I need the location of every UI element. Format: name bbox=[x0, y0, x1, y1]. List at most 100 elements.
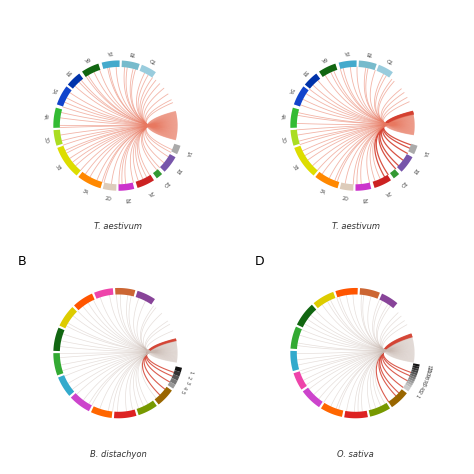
Polygon shape bbox=[376, 65, 393, 78]
Polygon shape bbox=[410, 371, 418, 375]
Polygon shape bbox=[74, 293, 95, 310]
Polygon shape bbox=[53, 353, 64, 375]
Text: D: D bbox=[255, 255, 264, 268]
Text: B. distachyon: B. distachyon bbox=[90, 449, 147, 458]
Text: 1D: 1D bbox=[398, 179, 407, 187]
Text: 3A: 3A bbox=[318, 188, 326, 195]
Polygon shape bbox=[160, 154, 175, 172]
Text: 2: 2 bbox=[186, 375, 191, 380]
Polygon shape bbox=[171, 144, 181, 154]
Text: 5A: 5A bbox=[49, 87, 56, 95]
Polygon shape bbox=[101, 61, 119, 69]
Text: 1B: 1B bbox=[174, 166, 182, 174]
Text: O. sativa: O. sativa bbox=[337, 449, 374, 458]
Text: 2D: 2D bbox=[104, 196, 112, 202]
Polygon shape bbox=[291, 351, 299, 371]
Text: 3D: 3D bbox=[280, 136, 286, 144]
Text: 1B: 1B bbox=[411, 166, 419, 174]
Text: 3D: 3D bbox=[43, 136, 49, 144]
Polygon shape bbox=[405, 383, 412, 388]
Polygon shape bbox=[118, 182, 134, 191]
Polygon shape bbox=[388, 389, 407, 407]
Polygon shape bbox=[297, 305, 316, 328]
Text: T. aestivum: T. aestivum bbox=[331, 222, 380, 231]
Text: 3: 3 bbox=[184, 380, 190, 384]
Polygon shape bbox=[315, 172, 339, 188]
Text: B: B bbox=[18, 255, 26, 268]
Text: 5: 5 bbox=[420, 382, 426, 387]
Text: 7B: 7B bbox=[129, 50, 137, 56]
Polygon shape bbox=[68, 73, 83, 89]
Text: 5B: 5B bbox=[63, 68, 71, 76]
Polygon shape bbox=[408, 377, 415, 382]
Polygon shape bbox=[340, 182, 354, 191]
Text: 11: 11 bbox=[425, 366, 431, 374]
Polygon shape bbox=[54, 328, 64, 351]
Polygon shape bbox=[303, 388, 323, 407]
Polygon shape bbox=[406, 381, 413, 386]
Text: 2B: 2B bbox=[361, 197, 368, 202]
Polygon shape bbox=[373, 175, 391, 188]
Text: 3B: 3B bbox=[291, 164, 299, 173]
Text: 5: 5 bbox=[179, 389, 185, 394]
Polygon shape bbox=[59, 307, 77, 328]
Polygon shape bbox=[136, 291, 155, 304]
Polygon shape bbox=[172, 374, 179, 381]
Polygon shape bbox=[358, 61, 377, 70]
Text: 5A: 5A bbox=[286, 87, 293, 95]
Text: 2D: 2D bbox=[341, 196, 349, 202]
Text: 10: 10 bbox=[424, 369, 430, 376]
Polygon shape bbox=[390, 169, 399, 178]
Polygon shape bbox=[137, 401, 157, 415]
Text: 4A: 4A bbox=[279, 113, 284, 120]
Text: 7A: 7A bbox=[106, 49, 113, 55]
Polygon shape bbox=[139, 65, 156, 78]
Text: 7D: 7D bbox=[149, 56, 157, 64]
Text: 8: 8 bbox=[423, 375, 428, 380]
Polygon shape bbox=[115, 288, 136, 296]
Text: 1D: 1D bbox=[161, 179, 170, 187]
Text: 1A: 1A bbox=[184, 149, 191, 157]
Polygon shape bbox=[294, 86, 309, 107]
Polygon shape bbox=[403, 384, 411, 392]
Polygon shape bbox=[294, 146, 318, 175]
Text: 6A: 6A bbox=[319, 55, 327, 63]
Text: 3B: 3B bbox=[54, 164, 62, 173]
Text: 7B: 7B bbox=[366, 50, 374, 56]
Polygon shape bbox=[319, 64, 337, 77]
Polygon shape bbox=[291, 108, 299, 128]
Polygon shape bbox=[103, 182, 117, 191]
Polygon shape bbox=[57, 146, 81, 175]
Text: 2: 2 bbox=[416, 389, 422, 394]
Text: T. aestivum: T. aestivum bbox=[94, 222, 143, 231]
Polygon shape bbox=[360, 288, 380, 299]
Polygon shape bbox=[408, 144, 418, 154]
Polygon shape bbox=[82, 64, 100, 77]
Text: 7D: 7D bbox=[386, 56, 394, 64]
Text: 3A: 3A bbox=[81, 188, 89, 195]
Polygon shape bbox=[338, 61, 356, 69]
Polygon shape bbox=[54, 130, 63, 146]
Polygon shape bbox=[168, 382, 175, 389]
Polygon shape bbox=[291, 130, 300, 146]
Polygon shape bbox=[344, 410, 368, 418]
Polygon shape bbox=[155, 387, 172, 404]
Polygon shape bbox=[413, 363, 419, 367]
Text: 2A: 2A bbox=[146, 189, 154, 197]
Polygon shape bbox=[121, 61, 140, 70]
Polygon shape bbox=[114, 410, 137, 418]
Polygon shape bbox=[78, 172, 102, 188]
Polygon shape bbox=[409, 375, 416, 380]
Polygon shape bbox=[379, 293, 397, 308]
Polygon shape bbox=[369, 403, 390, 417]
Polygon shape bbox=[58, 375, 74, 396]
Text: 12: 12 bbox=[425, 364, 431, 371]
Polygon shape bbox=[291, 327, 302, 349]
Polygon shape bbox=[94, 288, 113, 299]
Polygon shape bbox=[305, 73, 320, 89]
Polygon shape bbox=[91, 406, 112, 418]
Text: 2B: 2B bbox=[124, 197, 131, 202]
Polygon shape bbox=[170, 378, 178, 385]
Polygon shape bbox=[71, 393, 92, 411]
Text: 1: 1 bbox=[187, 370, 193, 374]
